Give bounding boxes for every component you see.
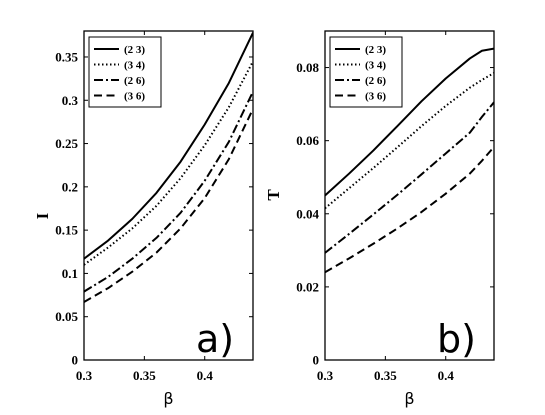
x-tick-label: 0.35 [374,368,397,383]
x-tick-label: 0.4 [438,368,455,383]
panel-label: b) [437,317,476,361]
legend-label: (3 4) [124,60,145,72]
legend-label: (2 6) [124,75,145,87]
y-tick-label: 0.08 [296,60,319,75]
x-tick-label: 0.3 [317,368,334,383]
y-tick-label: 0.1 [62,266,78,281]
legend-label: (3 6) [124,91,145,103]
panel-a: 0 0.05 0.1 0.15 0.2 0.25 0.3 0.35 0.3 0.35 0.4 β I (2… [33,31,253,408]
series-line-3-6 [325,147,494,272]
legend: (2 3) (3 4) (2 6) (3 6) [89,37,161,107]
legend: (2 3) (3 4) (2 6) (3 6) [330,37,402,107]
legend-label: (2 3) [124,44,145,56]
y-tick-label: 0.02 [296,279,319,294]
y-tick-label: 0.3 [62,93,79,108]
legend-label: (2 6) [365,75,386,87]
y-tick-label: 0.15 [55,223,78,238]
y-tick-label: 0.25 [55,136,78,151]
y-tick-label: 0.2 [62,179,78,194]
y-tick-label: 0.06 [296,133,319,148]
x-axis-title: β [163,389,173,408]
x-tick-label: 0.4 [197,368,214,383]
series-line-3-6 [84,109,253,302]
y-axis-title: T [264,189,283,201]
y-tick-label: 0.04 [296,206,319,221]
series-line-2-6 [325,102,494,253]
y-tick-label: 0.35 [55,49,78,64]
legend-label: (2 3) [365,44,386,56]
legend-label: (3 6) [365,91,386,103]
legend-label: (3 4) [365,60,386,72]
y-tick-label: 0 [72,353,79,368]
y-axis-title: I [33,212,52,219]
y-tick-label: 0.05 [55,309,78,324]
panel-label: a) [196,317,234,361]
x-tick-label: 0.35 [133,368,156,383]
x-tick-label: 0.3 [76,368,93,383]
y-tick-label: 0 [313,353,320,368]
x-axis-title: β [404,389,414,408]
